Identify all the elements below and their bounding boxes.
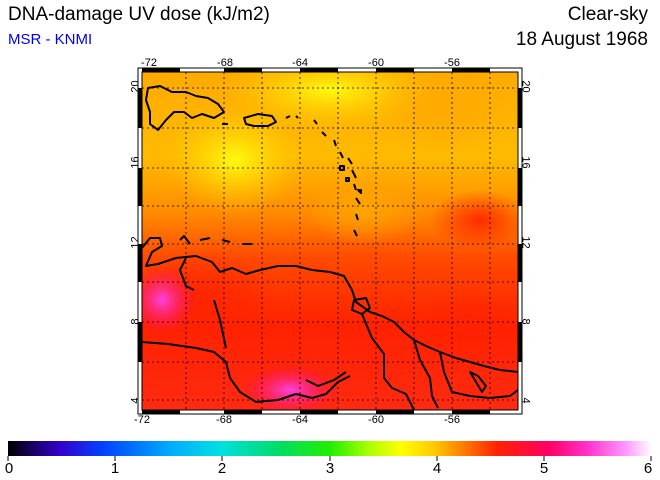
lon-tick-top: -68 bbox=[217, 57, 233, 69]
coastlines bbox=[142, 85, 518, 410]
source-label: MSR - KNMI bbox=[8, 31, 93, 48]
lon-tick-top: -56 bbox=[444, 57, 460, 69]
map-title: DNA-damage UV dose (kJ/m2) bbox=[8, 4, 270, 25]
lon-tick-bottom: -60 bbox=[368, 414, 384, 426]
map-frame bbox=[137, 67, 523, 415]
lat-tick-right: 20 bbox=[519, 80, 532, 93]
colorbar bbox=[8, 441, 652, 456]
lat-tick-right: 12 bbox=[519, 236, 532, 249]
lat-tick-left: 16 bbox=[129, 156, 142, 169]
sky-condition: Clear-sky bbox=[567, 4, 648, 25]
lat-tick-right: 4 bbox=[519, 397, 532, 404]
map-date: 18 August 1968 bbox=[515, 29, 648, 50]
lon-tick-top: -64 bbox=[292, 57, 308, 69]
lon-tick-bottom: -56 bbox=[444, 414, 460, 426]
lat-tick-left: 8 bbox=[129, 318, 142, 325]
colorbar-label: 5 bbox=[539, 460, 549, 477]
lon-tick-bottom: -64 bbox=[292, 414, 308, 426]
colorbar-label: 1 bbox=[110, 460, 120, 477]
lat-tick-left: 20 bbox=[129, 80, 142, 93]
lon-tick-top: -60 bbox=[368, 57, 384, 69]
uv-dose-field bbox=[142, 72, 518, 410]
colorbar-label: 4 bbox=[432, 460, 442, 477]
colorbar-label: 0 bbox=[4, 460, 14, 477]
lat-tick-left: 4 bbox=[129, 397, 142, 404]
lat-tick-left: 12 bbox=[129, 236, 142, 249]
colorbar-label: 3 bbox=[325, 460, 335, 477]
lat-tick-right: 16 bbox=[519, 156, 532, 169]
lon-tick-top: -72 bbox=[141, 57, 157, 69]
lon-tick-bottom: -68 bbox=[216, 414, 232, 426]
lat-tick-right: 8 bbox=[519, 318, 532, 325]
colorbar-label: 2 bbox=[217, 460, 227, 477]
colorbar-ticks bbox=[7, 456, 652, 461]
colorbar-label: 6 bbox=[643, 460, 653, 477]
map-grid bbox=[142, 72, 518, 410]
lon-tick-bottom: -72 bbox=[134, 414, 150, 426]
